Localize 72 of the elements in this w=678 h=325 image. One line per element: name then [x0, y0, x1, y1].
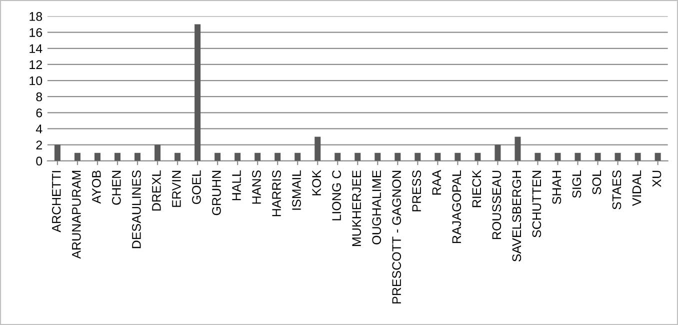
bar	[134, 152, 141, 161]
bar	[274, 152, 281, 161]
x-tick-label: OUGHALIME	[372, 170, 382, 244]
y-tick-label: 4	[36, 124, 42, 134]
x-tick-label: RAJAGOPAL	[452, 170, 462, 243]
x-tick-label: DESAULINES	[132, 170, 141, 248]
y-tick-label: 10	[30, 76, 42, 86]
x-tick-label: VIDAL	[632, 170, 642, 206]
x-tick-label: MUKHERJEE	[352, 170, 361, 246]
bar	[654, 152, 661, 161]
bar	[74, 152, 80, 161]
x-tick-label: KOK	[312, 170, 321, 196]
x-tick-label: ERVIN	[172, 170, 181, 207]
bar	[574, 152, 581, 161]
x-tick-label: SIGL	[572, 170, 582, 198]
x-tick-label: HARRIS	[272, 170, 281, 216]
bar	[334, 152, 341, 161]
bar	[634, 152, 641, 161]
x-tick-label: STAES	[612, 170, 622, 210]
x-tick-label: HANS	[252, 170, 261, 204]
bar	[454, 152, 461, 161]
y-tick-label: 14	[30, 44, 42, 53]
bar	[154, 144, 161, 161]
x-tick-label: RAA	[432, 170, 441, 195]
x-tick-label: AYOB	[92, 170, 101, 204]
x-tick-label: PRESCOTT - GAGNON	[392, 170, 402, 304]
bar	[594, 152, 601, 161]
x-tick-label: SHAH	[552, 170, 562, 204]
y-tick-label: 12	[30, 60, 42, 69]
bar	[494, 144, 501, 161]
y-tick-label: 2	[36, 140, 42, 150]
x-tick-label: HALL	[232, 170, 241, 200]
y-tick-label: 18	[30, 12, 42, 21]
bar	[614, 152, 621, 161]
x-tick-label: GRUHN	[212, 170, 221, 216]
bar	[474, 152, 481, 161]
bar	[114, 152, 121, 161]
x-tick-label: DREXL	[152, 170, 161, 211]
x-tick-label: ROUSSEAU	[492, 170, 502, 240]
bar	[414, 152, 421, 161]
bar	[314, 136, 321, 161]
bar	[514, 136, 521, 161]
bar	[234, 152, 241, 161]
x-tick-label: CHEN	[112, 170, 121, 205]
x-tick-label: ARCHETTI	[52, 171, 61, 232]
y-tick-label: 8	[36, 92, 42, 102]
x-tick-label: ARUNAPURAM	[72, 170, 81, 259]
bar	[54, 144, 60, 161]
bar	[294, 152, 301, 161]
x-tick-label: SAVELSBERGH	[512, 170, 522, 262]
x-tick-label: PRESS	[412, 170, 422, 212]
bar	[534, 152, 541, 161]
y-tick-label: 6	[36, 108, 42, 118]
y-tick-label: 16	[30, 28, 42, 37]
bar	[254, 152, 261, 161]
x-tick-label: ISMAIL	[292, 170, 301, 210]
x-tick-label: LIONG C	[332, 170, 341, 220]
bar	[94, 152, 100, 161]
x-tick-label: GOEL	[192, 170, 201, 204]
bar	[434, 152, 441, 161]
bar	[174, 152, 181, 161]
bar	[194, 24, 201, 161]
bar	[214, 152, 221, 161]
x-tick-label: XU	[652, 170, 662, 187]
x-tick-label: RIECK	[472, 170, 482, 208]
bar	[554, 152, 561, 161]
bar	[374, 152, 381, 161]
y-tick-label: 0	[36, 156, 42, 166]
x-tick-label: SOL	[592, 170, 602, 194]
bar	[354, 152, 361, 161]
x-tick-label: SCHUTTEN	[532, 170, 542, 238]
bar	[394, 152, 401, 161]
